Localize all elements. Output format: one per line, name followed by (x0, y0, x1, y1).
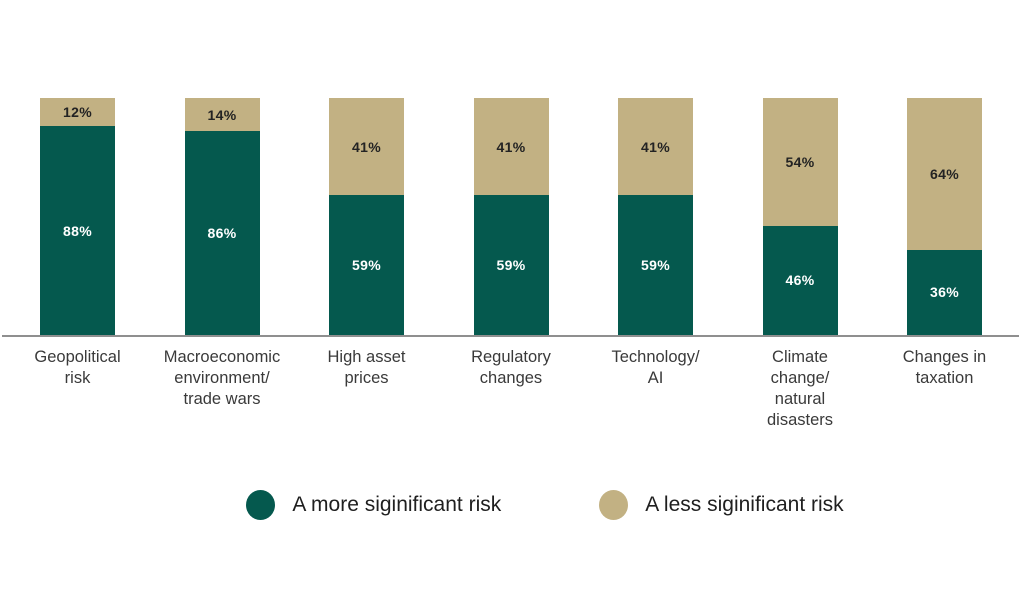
stacked-bar: 41% 59% (618, 98, 693, 335)
legend-label-more-significant: A more siginificant risk (292, 493, 502, 516)
bar-value-label: 12% (63, 104, 92, 121)
bar-value-label: 54% (785, 153, 815, 170)
stacked-bar-chart: 12% 88% Geopolitical risk 14% 86% Macroeconomi… (2, 98, 1019, 431)
bar-segment-less-significant: 14% (184, 98, 260, 132)
category-label-line: Geopolitical (34, 348, 121, 366)
legend-swatch-less-significant-icon (599, 490, 629, 520)
bar-segment-more-significant: 86% (184, 131, 260, 335)
category-label-line: Technology/ (611, 348, 700, 366)
bar-segment-more-significant: 36% (907, 249, 982, 335)
bar-value-label: 86% (207, 225, 237, 242)
bar-segment-more-significant: 59% (329, 195, 404, 335)
bar-value-label: 59% (641, 257, 670, 274)
bar-column: 12% 88% Geopolitical risk (5, 98, 150, 389)
stacked-bar: 41% 59% (329, 98, 404, 335)
legend-item-more-significant: A more siginificant risk (246, 490, 501, 520)
category-label-line: environment/ (174, 369, 270, 387)
bar-value-label: 64% (930, 165, 959, 182)
category-label: Changes in taxation (872, 347, 1017, 389)
category-label: High asset prices (294, 347, 439, 389)
bar-segment-more-significant: 59% (618, 195, 693, 335)
stacked-bar: 41% 59% (473, 98, 549, 335)
bar-value-label: 36% (930, 284, 959, 301)
category-label-line: taxation (915, 369, 974, 387)
legend-label-less-significant: A less siginificant risk (645, 493, 844, 516)
stacked-bar: 14% 86% (184, 98, 260, 335)
category-label-line: Regulatory (471, 348, 551, 366)
category-label: Macroeconomic environment/trade wars (150, 347, 295, 410)
category-label-line: natural (774, 390, 826, 408)
bar-value-label: 14% (207, 106, 237, 123)
bar-column: 41% 59% High asset prices (294, 98, 439, 389)
bar-value-label: 41% (641, 138, 670, 155)
bar-value-label: 41% (352, 138, 381, 155)
category-label-line: change/ (770, 369, 830, 387)
bar-value-label: 59% (352, 257, 381, 274)
bar-segment-less-significant: 41% (473, 98, 549, 196)
category-label-line: trade wars (183, 390, 261, 408)
legend-swatch-more-significant-icon (246, 490, 276, 520)
bar-value-label: 41% (496, 138, 526, 155)
legend: A more siginificant risk A less siginifi… (33, 490, 1024, 520)
bar-column: 41% 59% Regulatory changes (439, 98, 584, 389)
bar-column: 41% 59% Technology/AI (583, 98, 728, 389)
bar-column: 54% 46% Climate change/natural disasters (728, 98, 873, 431)
stacked-bar: 64% 36% (907, 98, 982, 335)
stacked-bar: 12% 88% (40, 98, 115, 335)
bar-segment-less-significant: 54% (762, 98, 838, 226)
category-label-line: risk (64, 369, 91, 387)
bar-column: 64% 36% Changes in taxation (872, 98, 1017, 389)
bar-value-label: 88% (63, 222, 92, 239)
bar-segment-less-significant: 41% (329, 98, 404, 196)
category-label: Regulatory changes (439, 347, 584, 389)
category-label-line: Climate (772, 348, 828, 366)
bar-segment-less-significant: 64% (907, 98, 982, 250)
stacked-bar: 54% 46% (762, 98, 838, 335)
category-label-line: High asset (327, 348, 406, 366)
bar-value-label: 59% (496, 257, 526, 274)
legend-item-less-significant: A less siginificant risk (599, 490, 844, 520)
category-label: Technology/AI (583, 347, 728, 389)
bar-column: 14% 86% Macroeconomic environment/trade war… (150, 98, 295, 410)
category-label-line: disasters (766, 411, 834, 429)
category-label-line: prices (344, 369, 389, 387)
category-label-line: Macroeconomic (163, 348, 281, 366)
bar-segment-less-significant: 12% (40, 98, 115, 127)
bar-value-label: 46% (785, 272, 815, 289)
category-label: Climate change/natural disasters (728, 347, 873, 431)
bar-segment-more-significant: 46% (762, 225, 838, 335)
category-label-line: Changes in (902, 348, 987, 366)
category-label: Geopolitical risk (5, 347, 150, 389)
bar-segment-less-significant: 41% (618, 98, 693, 196)
category-label-line: AI (647, 369, 664, 387)
x-axis-line (2, 335, 1019, 337)
category-label-line: changes (479, 369, 543, 387)
bar-segment-more-significant: 59% (473, 195, 549, 335)
bar-segment-more-significant: 88% (40, 126, 115, 335)
